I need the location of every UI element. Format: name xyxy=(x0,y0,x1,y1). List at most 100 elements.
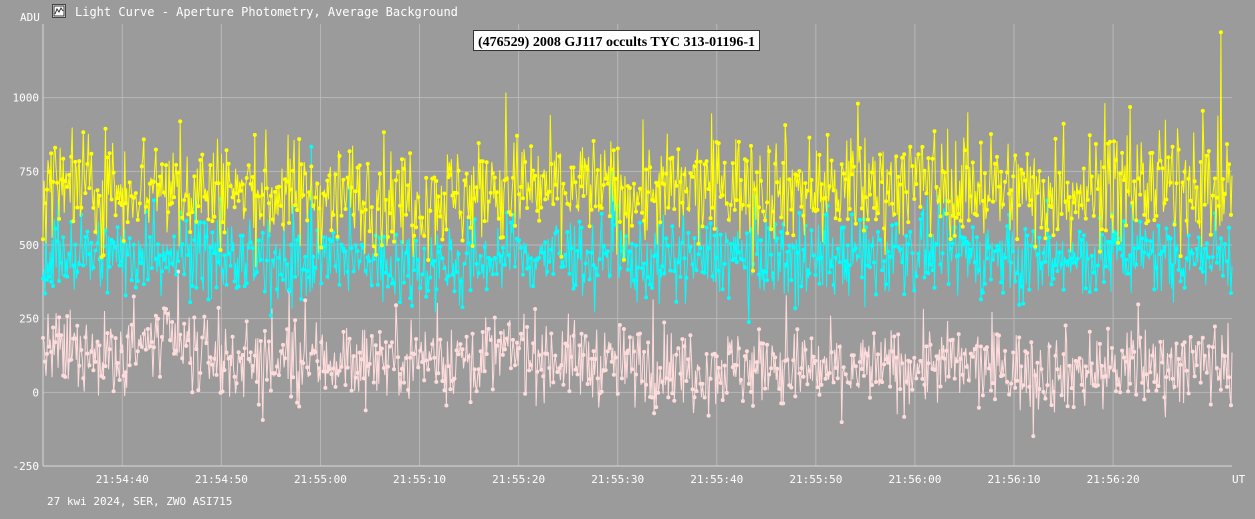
data-point xyxy=(149,340,154,344)
data-point xyxy=(607,214,612,219)
data-point xyxy=(444,403,449,408)
data-point xyxy=(264,186,269,191)
data-point xyxy=(472,217,477,222)
data-point xyxy=(1190,251,1195,256)
data-point xyxy=(636,201,640,206)
light-curve-app-icon[interactable] xyxy=(52,4,66,18)
data-point xyxy=(170,261,175,266)
data-point xyxy=(676,147,681,152)
data-point xyxy=(1023,178,1028,183)
data-point xyxy=(1128,253,1133,258)
data-point xyxy=(702,162,707,167)
data-point xyxy=(656,183,661,188)
data-point xyxy=(139,344,144,349)
data-point xyxy=(119,203,124,207)
data-point xyxy=(77,262,82,267)
data-point xyxy=(736,250,741,255)
data-point xyxy=(623,234,628,239)
data-point xyxy=(458,279,463,284)
data-point xyxy=(803,347,808,352)
data-point xyxy=(508,220,513,225)
data-point xyxy=(611,372,616,377)
data-point xyxy=(1099,363,1104,368)
data-point xyxy=(438,244,443,249)
data-point xyxy=(823,212,828,217)
data-point xyxy=(400,366,404,371)
data-point xyxy=(920,144,925,149)
data-point xyxy=(246,245,251,250)
data-point xyxy=(763,386,768,391)
data-point xyxy=(712,226,717,231)
data-point xyxy=(966,218,971,223)
data-point xyxy=(408,296,413,301)
data-point xyxy=(763,218,768,223)
data-point xyxy=(668,377,673,382)
data-point xyxy=(131,242,136,247)
data-point xyxy=(1037,387,1042,391)
data-point xyxy=(513,223,517,228)
data-point xyxy=(260,192,265,197)
data-point xyxy=(1095,187,1100,191)
data-point xyxy=(898,247,903,252)
data-point xyxy=(777,386,782,391)
data-point xyxy=(1073,210,1078,215)
data-point xyxy=(531,341,536,346)
data-point xyxy=(186,212,191,217)
data-point xyxy=(519,331,523,336)
data-point xyxy=(894,222,899,226)
data-point xyxy=(420,215,425,220)
data-point xyxy=(813,273,818,277)
data-point xyxy=(1172,384,1177,389)
data-point xyxy=(394,303,398,308)
data-point xyxy=(601,183,606,187)
data-point xyxy=(307,275,312,280)
data-point xyxy=(184,343,189,348)
data-point xyxy=(706,187,711,191)
data-point xyxy=(67,172,72,177)
data-point xyxy=(617,219,622,224)
data-point xyxy=(67,252,72,257)
data-point xyxy=(65,184,70,189)
data-point xyxy=(49,350,54,354)
data-point xyxy=(593,357,598,361)
x-tick-label: 21:55:00 xyxy=(294,473,347,486)
data-point xyxy=(200,276,205,281)
data-point xyxy=(49,279,54,284)
data-point xyxy=(1089,174,1094,179)
data-point xyxy=(853,246,858,251)
data-point xyxy=(1108,365,1112,370)
data-point xyxy=(1225,142,1229,147)
data-point xyxy=(295,400,300,405)
data-point xyxy=(371,257,376,262)
data-point xyxy=(734,198,739,203)
data-point xyxy=(767,149,772,154)
data-point xyxy=(617,323,622,327)
data-point xyxy=(440,237,445,242)
data-point xyxy=(270,258,275,263)
data-point xyxy=(127,236,132,241)
data-point xyxy=(999,169,1004,174)
data-point xyxy=(460,305,465,310)
data-point xyxy=(1083,216,1088,221)
data-point xyxy=(303,298,308,303)
data-point xyxy=(375,207,380,211)
data-point xyxy=(1227,225,1231,230)
data-point xyxy=(732,207,737,212)
data-point xyxy=(567,389,572,394)
data-point xyxy=(781,160,786,165)
data-point xyxy=(151,179,156,184)
data-point xyxy=(242,284,247,289)
data-point xyxy=(260,418,265,422)
data-point xyxy=(694,389,699,394)
data-point xyxy=(73,242,78,247)
data-point xyxy=(835,207,840,212)
data-point xyxy=(1208,265,1213,270)
data-point xyxy=(882,362,887,367)
data-point xyxy=(1204,370,1209,375)
data-point xyxy=(281,342,285,347)
data-point xyxy=(129,322,134,327)
data-point xyxy=(361,376,366,381)
data-point xyxy=(436,371,441,376)
data-point xyxy=(172,195,177,200)
data-point xyxy=(991,199,995,204)
